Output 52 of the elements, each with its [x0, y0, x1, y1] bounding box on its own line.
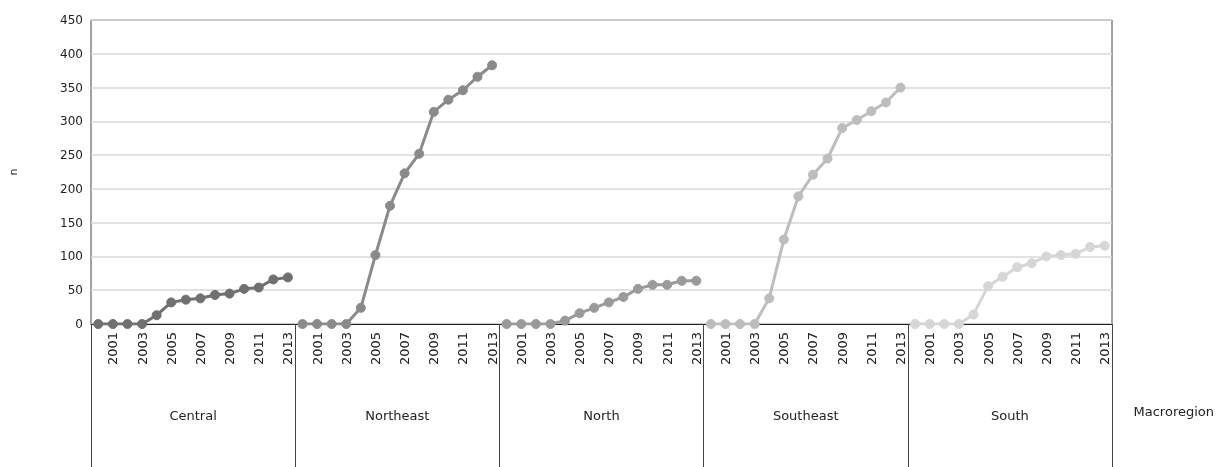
x-tick-label: 2001 — [309, 332, 325, 366]
x-tick-label: 2001 — [105, 332, 121, 366]
x-tick-label: 2003 — [542, 332, 558, 366]
text: North — [583, 408, 620, 423]
x-tick-label: 2005 — [572, 332, 588, 366]
x-tick-label: 2005 — [980, 332, 996, 366]
x-tick-label: 2007 — [601, 332, 617, 366]
x-tick-label: 2005 — [776, 332, 792, 366]
x-tick-label: 2011 — [455, 332, 471, 366]
x-tick-label: 2001 — [513, 332, 529, 366]
y-tick-label: 0 — [75, 317, 83, 331]
x-tick-label: 2001 — [922, 332, 938, 366]
x-tick-label: 2009 — [426, 332, 442, 366]
x-tick-label: 2003 — [747, 332, 763, 366]
y-axis-title: n — [7, 168, 20, 176]
x-tick-label: 2007 — [192, 332, 208, 366]
y-tick-label: 100 — [60, 249, 83, 264]
x-tick-label: 2005 — [163, 332, 179, 366]
y-tick-label: 450 — [60, 13, 83, 27]
x-tick-label: 2013 — [484, 332, 500, 366]
x-tick-label: 2009 — [1038, 332, 1054, 366]
y-tick-label: 250 — [60, 148, 83, 163]
x-tick-label: 2013 — [688, 332, 704, 366]
x-tick-label: 2003 — [338, 332, 354, 366]
text: Southeast — [772, 408, 839, 423]
x-tick-label: 2011 — [251, 332, 267, 366]
x-tick-label: 2007 — [1009, 332, 1025, 366]
text: Central — [169, 408, 217, 423]
x-tick-label: 2005 — [367, 332, 383, 366]
x-tick-label: 2013 — [1097, 332, 1113, 366]
x-tick-label: 2009 — [222, 332, 238, 366]
y-tick-label: 50 — [67, 283, 83, 298]
x-tick-label: 2009 — [630, 332, 646, 366]
x-tick-label: 2009 — [834, 332, 850, 366]
y-tick-label: 200 — [60, 181, 83, 196]
x-tick-label: 2007 — [397, 332, 413, 366]
y-tick-label: 150 — [60, 215, 83, 230]
x-tick-label: 2007 — [805, 332, 821, 366]
x-tick-label: 2003 — [951, 332, 967, 366]
x-tick-label: 2001 — [717, 332, 733, 366]
x-tick-label: 2011 — [863, 332, 879, 366]
y-tick-label: 350 — [60, 80, 83, 95]
x-tick-label: 2013 — [893, 332, 909, 366]
text: South — [991, 408, 1029, 423]
x-axis-title: Macroregion — [1133, 404, 1215, 419]
x-tick-label: 2013 — [280, 332, 296, 366]
y-tick-label: 400 — [60, 46, 83, 61]
x-tick-label: 2011 — [1068, 332, 1084, 366]
y-tick-label: 300 — [60, 114, 83, 129]
x-tick-label: 2003 — [134, 332, 150, 366]
text: Northeast — [365, 408, 430, 423]
x-tick-label: 2011 — [659, 332, 675, 366]
